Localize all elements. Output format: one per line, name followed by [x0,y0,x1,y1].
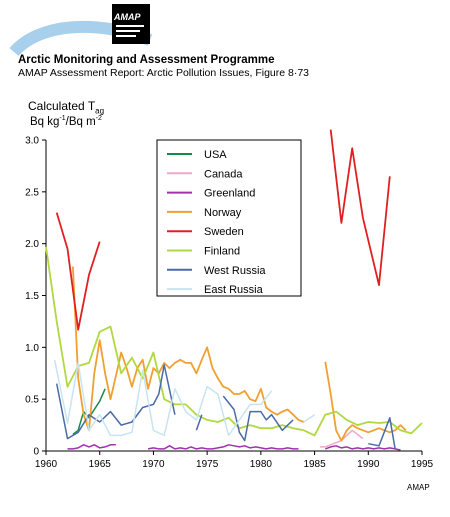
sweden-series-line [329,129,391,287]
norway-series-line [324,361,407,442]
y-tick-label: 1.0 [25,343,39,354]
greenland-series-line [147,444,299,450]
west-russia-series-line [195,414,203,431]
legend-label-west-russia: West Russia [204,265,266,277]
amap-logo: AMAP [9,4,153,57]
legend-label-canada: Canada [204,168,243,180]
y-axis-label-line1: Calculated Tag [28,99,105,116]
west-russia-series-line [55,364,176,440]
x-tick-label: 1995 [411,459,434,470]
x-tick-label: 1980 [250,459,273,470]
x-tick-label: 1990 [357,459,380,470]
y-tick-label: 3.0 [25,136,39,147]
x-tick-label: 1985 [303,459,326,470]
source-credit: AMAP [407,483,430,492]
greenland-series-line [325,445,401,451]
page-subtitle: AMAP Assessment Report: Arctic Pollution… [18,67,310,79]
y-axis-label-line2: Bq kg-1/Bq m-2 [30,115,102,128]
x-tick-label: 1975 [196,459,219,470]
logo-text: AMAP [113,12,141,22]
norway-series-line [72,266,305,432]
legend-label-finland: Finland [204,246,240,258]
x-tick-label: 1965 [89,459,112,470]
canada-series-line [319,429,364,448]
west-russia-series-line [222,395,294,442]
finland-series-line [45,246,423,437]
usa-series-line [72,388,106,435]
y-tick-label: 0.5 [25,395,39,406]
legend-label-sweden: Sweden [204,226,244,238]
y-tick-label: 1.5 [25,291,39,302]
page-title: Arctic Monitoring and Assessment Program… [18,54,275,66]
east-russia-series-line [303,414,316,423]
x-tick-label: 1960 [35,459,58,470]
legend-label-east-russia: East Russia [204,284,264,296]
west-russia-series-line [368,417,396,450]
y-tick-label: 2.0 [25,239,39,250]
legend-label-usa: USA [204,149,227,161]
sweden-series-line [55,212,101,331]
greenland-series-line [67,444,116,450]
x-tick-label: 1970 [142,459,165,470]
y-tick-label: 2.5 [25,187,39,198]
legend-label-norway: Norway [204,207,242,219]
y-tick-label: 0 [33,447,39,458]
east-russia-series-line [53,359,273,437]
legend-label-greenland: Greenland [204,188,255,200]
